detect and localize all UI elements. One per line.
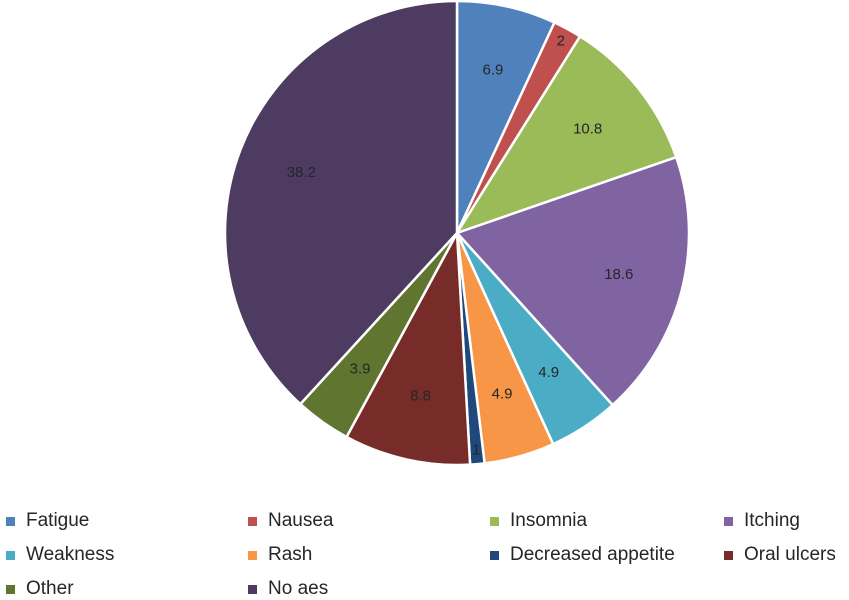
data-label-itching: 18.6: [604, 266, 633, 283]
legend-item-no-aes: No aes: [248, 578, 490, 600]
legend-item-decreased-appetite: Decreased appetite: [490, 544, 724, 566]
legend-swatch: [6, 584, 15, 594]
pie-slice-itching: [454, 155, 691, 407]
legend-swatch: [248, 516, 257, 526]
chart-legend: Fatigue Nausea Insomnia Itching Weakness Rash…: [6, 510, 849, 600]
legend-label: Other: [26, 578, 74, 599]
data-label-nausea: 2: [557, 33, 565, 50]
legend-label: Fatigue: [26, 510, 90, 531]
legend-swatch: [724, 516, 733, 526]
legend-label: Insomnia: [510, 510, 588, 531]
legend-item-other: Other: [6, 578, 248, 600]
legend-item-itching: Itching: [724, 510, 849, 532]
legend-item-nausea: Nausea: [248, 510, 490, 532]
pie-chart: 6.9 2 10.8 18.6 4.9 4.9 1 8.8 3.9 38.2: [223, 0, 691, 467]
legend-swatch: [6, 550, 15, 560]
legend-item-insomnia: Insomnia: [490, 510, 724, 532]
legend-item-weakness: Weakness: [6, 544, 248, 566]
legend-label: Itching: [744, 510, 800, 531]
data-label-decreased-appetite: 1: [472, 442, 480, 459]
data-label-insomnia: 10.8: [573, 120, 602, 137]
legend-label: Oral ulcers: [744, 544, 836, 565]
pie-slice-oral-ulcers: [344, 228, 472, 467]
legend-item-rash: Rash: [248, 544, 490, 566]
data-label-oral-ulcers: 8.8: [410, 388, 431, 405]
legend-swatch: [724, 550, 733, 560]
legend-label: Decreased appetite: [510, 544, 675, 565]
legend-label: No aes: [268, 578, 329, 599]
data-label-fatigue: 6.9: [482, 61, 503, 78]
legend-label: Weakness: [26, 544, 115, 565]
data-label-rash: 4.9: [492, 385, 513, 402]
pie-slices: [223, 0, 691, 467]
legend-label: Nausea: [268, 510, 334, 531]
data-label-other: 3.9: [350, 361, 371, 378]
data-label-no-aes: 38.2: [287, 164, 316, 181]
legend-swatch: [248, 584, 257, 594]
legend-label: Rash: [268, 544, 313, 565]
data-label-weakness: 4.9: [538, 364, 559, 381]
legend-swatch: [490, 550, 499, 560]
legend-swatch: [490, 516, 499, 526]
pie-slice-insomnia: [454, 34, 678, 236]
legend-swatch: [6, 516, 15, 526]
legend-item-fatigue: Fatigue: [6, 510, 248, 532]
legend-item-oral-ulcers: Oral ulcers: [724, 544, 849, 566]
legend-swatch: [248, 550, 257, 560]
pie-data-labels: 6.9 2 10.8 18.6 4.9 4.9 1 8.8 3.9 38.2: [287, 33, 634, 459]
pie-slice-no-aes: [223, 0, 459, 406]
